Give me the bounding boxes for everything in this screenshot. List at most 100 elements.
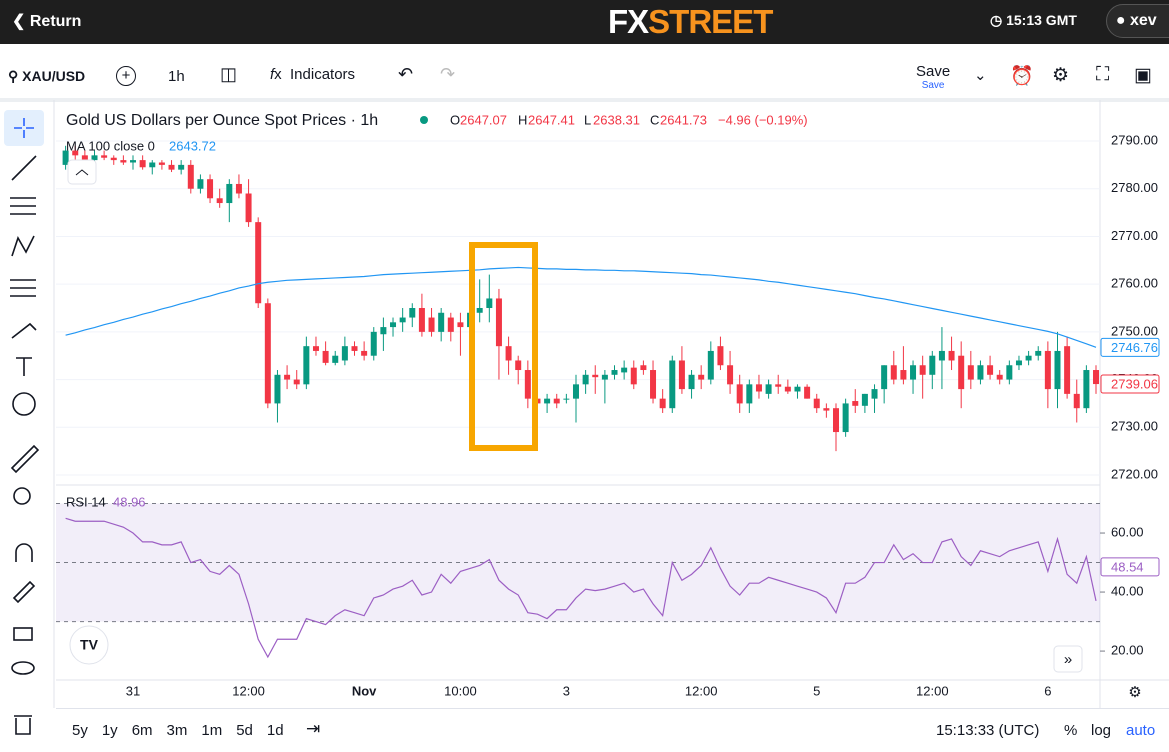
candle-body <box>611 370 618 375</box>
candle-body <box>409 308 416 318</box>
range-button[interactable]: 6m <box>131 722 153 739</box>
candle-body <box>235 183 242 194</box>
crosshair-tool[interactable] <box>14 118 34 138</box>
save-button[interactable]: Save Save <box>916 63 950 91</box>
candle-body <box>871 389 878 399</box>
x-tick-label: 3 <box>563 683 570 698</box>
candle-body <box>1064 346 1071 394</box>
redo[interactable]: ↷ <box>440 64 456 84</box>
candle-body <box>216 198 223 204</box>
candle-body <box>755 384 762 392</box>
candle-body <box>890 365 897 380</box>
candle-body <box>910 365 917 380</box>
candle-body <box>399 317 406 323</box>
chart-type[interactable]: ◫ <box>220 64 238 84</box>
candle-body <box>120 160 127 163</box>
bottom-bar: 5y 1y 6m 3m 1m 5d 1d ⇥ 15:13:33 (UTC) % log au… <box>56 708 1169 752</box>
candle-body <box>544 398 551 404</box>
logo-street: STREET <box>648 3 773 40</box>
lock-tool[interactable] <box>13 627 33 641</box>
brush-tool[interactable] <box>11 322 37 339</box>
candle-body <box>784 386 791 392</box>
x-tick-label: 12:00 <box>685 683 718 698</box>
rsi-label: RSI 14 <box>66 494 106 509</box>
alert[interactable]: ⏰ <box>1010 66 1034 87</box>
candle-body <box>669 360 676 409</box>
candle-body <box>130 160 137 163</box>
visibility-tool[interactable] <box>11 661 35 675</box>
auto-toggle[interactable]: auto <box>1126 722 1156 739</box>
magnet-tool[interactable] <box>15 543 33 562</box>
symbol-search[interactable]: ⚲ XAU/USD <box>8 68 86 84</box>
candle-body <box>274 374 281 404</box>
add-symbol[interactable]: + <box>116 66 136 86</box>
candle-body <box>823 408 830 411</box>
log-toggle[interactable]: log <box>1091 722 1112 739</box>
y-tick-label: 2760.00 <box>1111 276 1158 291</box>
snapshot[interactable]: ▣ <box>1134 65 1152 86</box>
close-label: C <box>650 112 659 127</box>
y-tick-label: 2790.00 <box>1111 132 1158 147</box>
range-button[interactable]: 5y <box>72 722 88 739</box>
zoom-tool[interactable] <box>13 487 31 505</box>
trend-line-tool[interactable] <box>11 155 37 181</box>
fib-tool[interactable] <box>10 197 36 215</box>
text-tool[interactable] <box>16 357 32 376</box>
candle-body <box>1035 350 1042 356</box>
axis-settings[interactable]: ⚙ <box>1128 684 1141 701</box>
active-tool-bg <box>4 110 44 146</box>
logo[interactable]: FXSTREET <box>608 3 773 41</box>
candle-body <box>563 398 570 400</box>
x-tick-label: 12:00 <box>232 683 265 698</box>
x-tick-label: 6 <box>1044 683 1051 698</box>
candle-body <box>833 408 839 433</box>
user-button[interactable]: ● xev <box>1106 4 1169 38</box>
chart-title: Gold US Dollars per Ounce Spot Prices · … <box>66 112 378 129</box>
return-button[interactable]: ❮ Return <box>12 13 82 30</box>
range-button[interactable]: 5d <box>236 722 253 739</box>
candle-body <box>592 374 599 378</box>
candle-body <box>572 384 579 399</box>
candle-body <box>264 303 271 404</box>
candle-body <box>1025 355 1032 361</box>
range-button[interactable]: 3m <box>166 722 188 739</box>
tv-logo[interactable] <box>69 625 109 665</box>
candle-body <box>765 384 772 394</box>
collapse-legend[interactable] <box>67 159 97 185</box>
candle-body <box>361 350 368 356</box>
lock-draw-tool[interactable] <box>12 580 36 604</box>
close-price-marker-bg <box>1100 374 1160 394</box>
candle-body <box>418 308 425 332</box>
save-menu[interactable]: ⌄ <box>974 67 987 84</box>
fullscreen[interactable]: ⛶ <box>1096 64 1110 85</box>
candle-body <box>842 403 849 433</box>
candle-body <box>775 384 782 387</box>
return-label: Return <box>29 13 82 30</box>
pattern-tool[interactable] <box>11 235 35 257</box>
candle-body <box>476 308 483 313</box>
percent-toggle[interactable]: % <box>1064 722 1078 739</box>
ruler-tool[interactable] <box>10 444 40 474</box>
range-button[interactable]: 1y <box>101 722 118 739</box>
user-name: xev <box>1130 12 1157 29</box>
undo[interactable]: ↶ <box>398 64 414 84</box>
projection-tool[interactable] <box>10 279 36 297</box>
ma-price-marker: 2746.76 <box>1111 340 1158 355</box>
compare-button[interactable]: ⇥ <box>306 719 321 738</box>
trash-tool[interactable] <box>14 715 32 735</box>
emoji-tool[interactable] <box>12 392 36 416</box>
candle-body <box>929 355 936 375</box>
scroll-right[interactable] <box>1053 645 1083 673</box>
range-button[interactable]: 1d <box>266 722 284 739</box>
range-button[interactable]: 1m <box>201 722 223 739</box>
indicators-button[interactable]: fx Indicators <box>270 66 356 83</box>
toolbar: ⚲ XAU/USD + 1h ◫ fx Indicators ↶ ↷ Save S… <box>0 44 1169 102</box>
candle-body <box>659 398 666 409</box>
settings[interactable]: ⚙ <box>1052 65 1070 86</box>
scroll-icon: » <box>1064 651 1072 668</box>
interval[interactable]: 1h <box>168 68 185 85</box>
high-value: 2647.41 <box>528 112 575 127</box>
candle-body <box>736 384 743 404</box>
close-price-marker: 2739.06 <box>1111 376 1158 391</box>
candle-body <box>640 365 647 371</box>
